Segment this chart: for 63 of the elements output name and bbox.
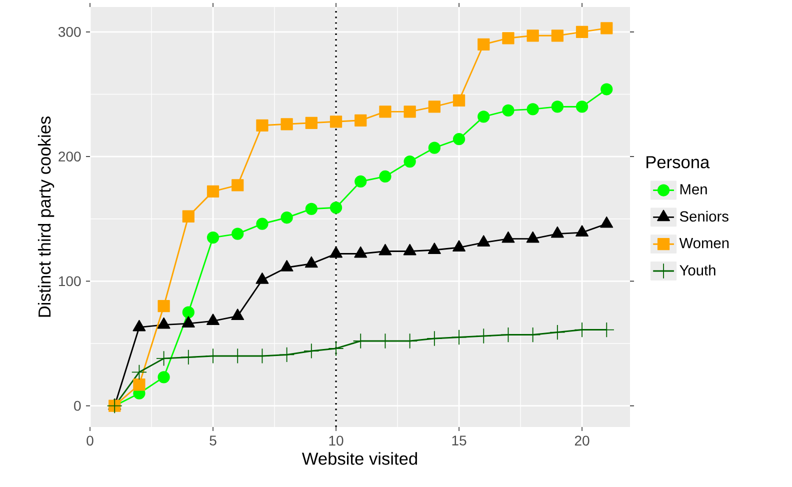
point xyxy=(305,116,318,129)
x-tick-label: 20 xyxy=(574,436,590,446)
x-tick-label: 10 xyxy=(329,436,344,446)
point xyxy=(182,210,194,222)
point xyxy=(256,218,268,230)
point xyxy=(478,38,490,50)
point xyxy=(404,155,416,168)
point xyxy=(330,202,342,214)
x-tick-label: 5 xyxy=(210,436,216,446)
point xyxy=(404,106,416,118)
point xyxy=(354,175,367,188)
point xyxy=(379,170,392,183)
legend-label: Women xyxy=(679,238,729,248)
point xyxy=(551,100,564,113)
point xyxy=(256,119,268,132)
point xyxy=(158,300,170,312)
y-tick-label: 100 xyxy=(59,276,81,286)
point xyxy=(550,324,566,340)
point xyxy=(133,378,146,391)
point xyxy=(305,202,318,215)
x-axis-title: Website visited xyxy=(302,452,417,465)
point xyxy=(328,340,344,356)
legend-title: Persona xyxy=(646,156,710,168)
legend-label: Men xyxy=(680,184,707,194)
point xyxy=(158,371,170,384)
point xyxy=(131,364,148,380)
point xyxy=(526,103,539,116)
point xyxy=(576,26,588,38)
y-axis-title: Distinct third party cookies xyxy=(38,116,54,317)
point xyxy=(330,116,342,128)
point xyxy=(206,231,220,244)
point xyxy=(280,212,293,224)
point xyxy=(551,30,564,42)
point xyxy=(180,349,196,366)
legend-label: Seniors xyxy=(680,210,728,222)
y-tick-label: 300 xyxy=(58,26,81,37)
x-tick-label: 0 xyxy=(86,436,94,446)
point xyxy=(232,179,244,192)
x-tick-label: 15 xyxy=(452,436,466,446)
point xyxy=(526,30,539,42)
point xyxy=(304,343,320,359)
point xyxy=(600,22,613,34)
point xyxy=(428,142,440,154)
y-tick-label: 200 xyxy=(58,152,81,162)
point xyxy=(428,100,440,113)
point xyxy=(600,83,613,96)
point xyxy=(182,306,194,318)
point xyxy=(279,346,295,363)
point xyxy=(452,94,466,107)
point xyxy=(280,118,293,130)
point xyxy=(502,104,514,117)
point xyxy=(576,100,588,113)
point xyxy=(452,133,466,146)
point xyxy=(502,32,514,44)
point xyxy=(426,330,442,346)
point xyxy=(156,350,172,366)
point xyxy=(478,110,490,123)
point xyxy=(206,185,220,198)
point xyxy=(232,228,244,240)
point xyxy=(354,114,367,126)
y-tick-label: 0 xyxy=(74,400,81,411)
point xyxy=(379,106,392,118)
legend-label: Youth xyxy=(680,264,716,276)
